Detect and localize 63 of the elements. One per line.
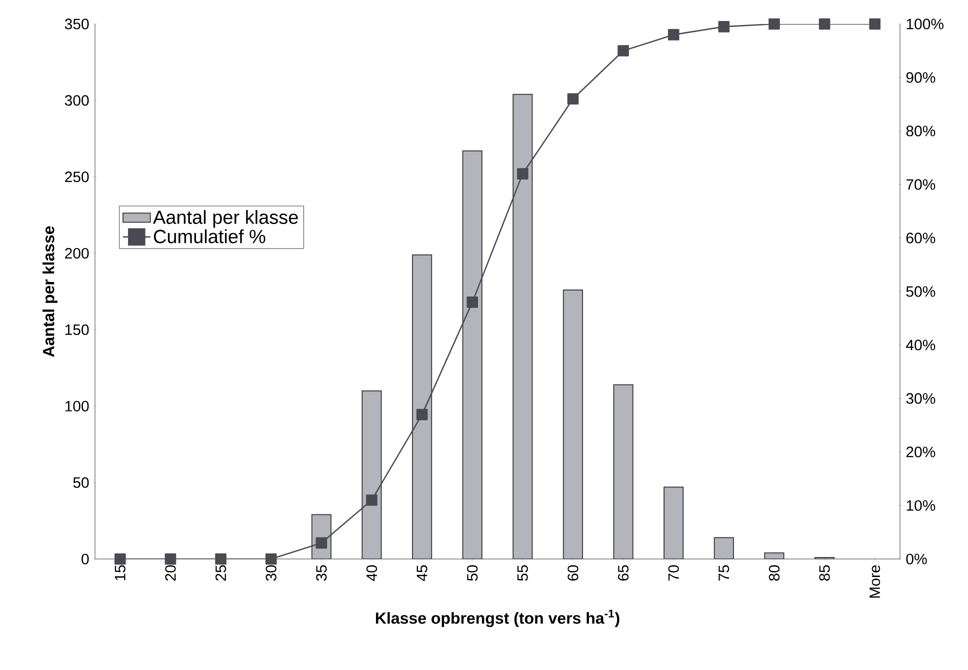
x-tick-label: 70	[668, 565, 679, 581]
x-tick-label: 60	[568, 565, 578, 581]
y-tick-label: 100	[65, 400, 89, 412]
point	[215, 553, 226, 565]
x-tick-label: 25	[215, 565, 226, 581]
y2-tick-label: 20%	[906, 446, 936, 458]
point	[416, 408, 428, 420]
bar	[613, 384, 634, 559]
point	[718, 21, 730, 32]
point	[466, 296, 478, 308]
x-tick-label: 55	[517, 565, 528, 581]
y2-tick-label: 70%	[906, 179, 936, 190]
y2-tick-label: 0%	[906, 554, 927, 564]
bar	[412, 254, 432, 559]
y2-tick-label: 50%	[906, 286, 936, 297]
y2-tick-label: 100%	[906, 18, 944, 30]
bar	[664, 486, 684, 559]
x-tick-label: 15	[114, 565, 126, 580]
y2-tick-label: 80%	[906, 126, 936, 136]
bar	[714, 537, 734, 559]
y-tick-label: 0	[82, 554, 89, 564]
y2-tick-label: 90%	[906, 72, 936, 83]
legend-label: Cumulatief %	[154, 229, 266, 244]
point	[768, 18, 780, 30]
y2-tick-label: 60%	[906, 232, 936, 244]
y-tick-label: 50	[73, 477, 89, 488]
y-tick-label: 350	[64, 18, 89, 30]
bar	[362, 390, 382, 559]
point	[164, 553, 176, 565]
bar	[462, 150, 482, 559]
point	[316, 537, 328, 549]
x-tick-label: 85	[819, 565, 830, 581]
y-tick-label: 300	[64, 95, 89, 106]
x-tick-label: 80	[768, 565, 780, 581]
point	[114, 553, 126, 565]
x-tick-label: 35	[316, 565, 327, 581]
x-tick-label: 20	[165, 565, 176, 581]
legend-label: Aantal per klasse	[153, 210, 298, 228]
point	[869, 18, 881, 30]
x-tick-label: 45	[416, 565, 428, 582]
point	[618, 45, 629, 56]
x-tick-label: 40	[366, 565, 378, 582]
bar	[512, 94, 533, 559]
x-tick-label: 75	[718, 565, 730, 581]
y2-tick-label: 10%	[906, 500, 936, 511]
y-axis-title: Aantal per klasse	[42, 226, 58, 357]
y-tick-label: 200	[65, 248, 89, 259]
point	[668, 29, 680, 40]
point	[517, 168, 528, 180]
point	[818, 18, 830, 30]
y-tick-label: 250	[65, 172, 89, 182]
x-tick-label: 50	[467, 565, 478, 581]
point	[567, 93, 579, 105]
x-axis-title: Klasse opbrengst (ton vers ha$^{-1}$)	[376, 610, 620, 628]
y2-tick-label: 40%	[906, 340, 936, 350]
point	[366, 494, 378, 506]
bar	[562, 289, 584, 559]
x-tick-label: 65	[618, 565, 629, 581]
x-tick-label: More	[870, 565, 880, 598]
y2-tick-label: 30%	[906, 393, 936, 404]
point	[265, 553, 277, 565]
x-tick-label: 30	[266, 565, 276, 581]
y-tick-label: 150	[65, 324, 89, 336]
